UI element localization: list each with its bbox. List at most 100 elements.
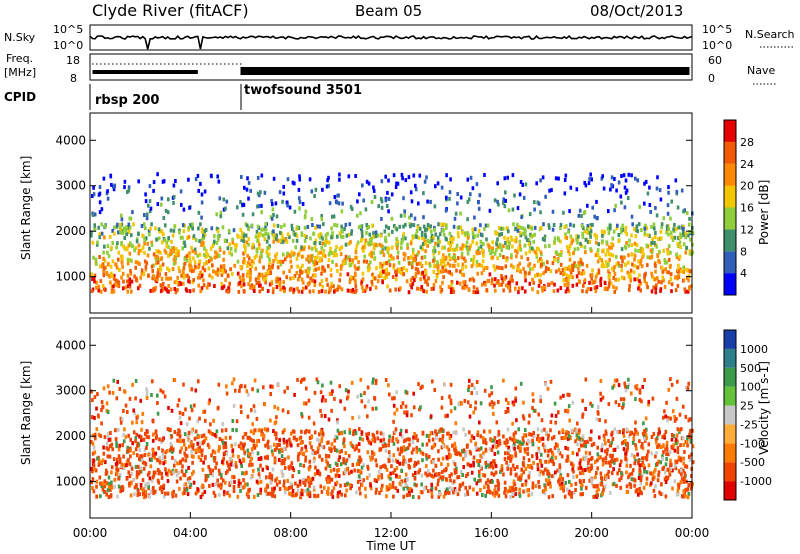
velocity-cell	[505, 443, 508, 448]
velocity-cell	[464, 450, 468, 454]
power-cell	[527, 224, 530, 229]
velocity-cell	[452, 479, 456, 484]
power-cell	[295, 233, 299, 238]
power-cell	[569, 185, 573, 190]
power-cell	[395, 277, 398, 282]
velocity-cell	[358, 459, 362, 464]
power-cell	[300, 289, 304, 294]
velocity-cell	[289, 481, 293, 486]
power-cell	[191, 249, 194, 254]
power-cell	[466, 235, 470, 240]
power-cell	[113, 183, 117, 188]
power-cell	[362, 198, 365, 203]
velocity-cell	[275, 476, 279, 481]
velocity-cell	[437, 478, 440, 483]
velocity-cell	[427, 438, 431, 443]
power-cell	[390, 256, 393, 261]
power-cell	[155, 261, 158, 265]
velocity-cell	[343, 483, 347, 488]
power-cell	[188, 205, 191, 210]
velocity-cell	[122, 454, 125, 459]
power-cell	[161, 240, 164, 245]
power-cell	[224, 269, 227, 274]
velocity-cell	[432, 459, 435, 464]
power-cell	[271, 290, 275, 295]
power-cell	[262, 233, 265, 238]
power-cell	[106, 250, 109, 255]
power-cell	[662, 216, 665, 221]
power-cell	[368, 252, 371, 257]
velocity-cell	[668, 472, 672, 477]
power-cell	[414, 187, 418, 192]
velocity-cell	[506, 409, 510, 414]
power-cell	[424, 249, 427, 254]
velocity-cell	[584, 407, 587, 411]
power-cell	[351, 258, 355, 263]
velocity-cell	[571, 467, 574, 472]
power-cell	[156, 255, 160, 260]
power-cell	[665, 230, 668, 235]
velocity-cell	[520, 467, 523, 472]
velocity-cell	[393, 396, 396, 401]
y-tick-label: 3000	[55, 179, 86, 193]
velocity-cell	[134, 396, 137, 401]
power-cell	[663, 260, 667, 265]
velocity-cell	[152, 448, 155, 453]
velocity-cell	[351, 444, 355, 449]
velocity-cell	[309, 480, 313, 485]
power-cell	[372, 275, 375, 280]
velocity-cell	[689, 429, 692, 433]
power-cell	[152, 180, 156, 185]
velocity-cell	[112, 378, 116, 383]
power-cell	[671, 238, 675, 242]
power-cell	[134, 260, 138, 265]
velocity-cell	[579, 492, 583, 497]
velocity-cell	[436, 482, 440, 487]
power-cell	[293, 209, 297, 214]
velocity-cell	[535, 455, 539, 460]
power-cell	[217, 179, 221, 184]
power-cell	[264, 274, 268, 278]
power-cell	[441, 280, 444, 285]
velocity-cell	[670, 433, 674, 437]
power-cell	[194, 238, 198, 242]
power-cell	[295, 238, 299, 243]
velocity-cell	[113, 477, 117, 482]
power-cell	[144, 264, 148, 269]
velocity-cell	[117, 447, 121, 452]
power-cell	[621, 223, 624, 228]
power-cell	[370, 250, 373, 255]
power-cell	[350, 231, 353, 236]
velocity-cell	[168, 448, 172, 453]
power-cell	[329, 251, 333, 256]
velocity-cell	[378, 447, 382, 452]
power-cell	[340, 209, 344, 214]
power-cell	[280, 238, 283, 243]
power-cell	[430, 238, 434, 243]
velocity-cell	[112, 457, 116, 462]
power-cell	[211, 263, 214, 268]
power-cell	[460, 272, 464, 277]
power-cell	[665, 260, 669, 265]
power-cell	[160, 202, 163, 207]
velocity-cell	[514, 487, 518, 491]
velocity-cell	[402, 486, 405, 491]
power-cell	[581, 231, 584, 236]
velocity-cell	[119, 489, 122, 494]
velocity-cell	[562, 393, 565, 398]
power-cell	[258, 272, 261, 277]
velocity-cell	[198, 445, 201, 450]
power-cell	[493, 251, 497, 256]
power-cell	[263, 237, 267, 241]
colorbar-swatch	[724, 141, 736, 164]
power-cell	[364, 286, 368, 291]
power-cell	[215, 254, 219, 259]
power-cell	[499, 226, 503, 231]
velocity-cell	[330, 477, 334, 482]
power-cell	[605, 240, 608, 245]
velocity-cell	[304, 458, 307, 463]
power-cell	[149, 226, 152, 231]
power-cell	[635, 224, 639, 229]
power-cell	[388, 263, 392, 268]
power-cell	[207, 282, 210, 287]
